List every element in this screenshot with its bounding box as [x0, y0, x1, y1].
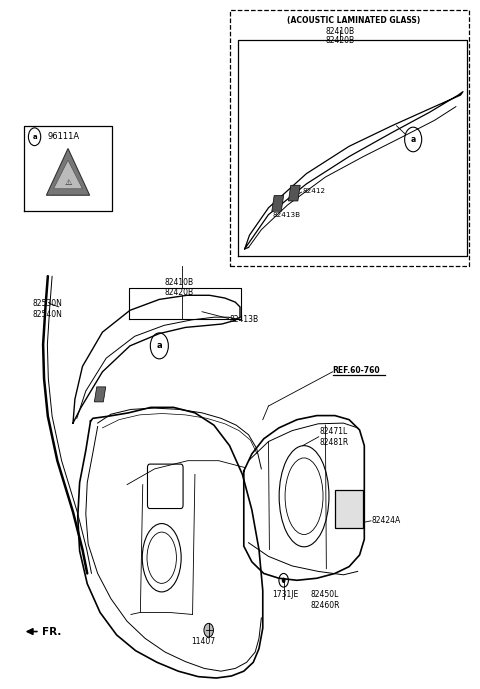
Text: 82450L: 82450L	[310, 590, 338, 599]
Text: 82481R: 82481R	[320, 438, 349, 447]
Text: FR.: FR.	[42, 626, 61, 637]
Text: 96111A: 96111A	[48, 132, 80, 141]
Text: 82471L: 82471L	[320, 427, 348, 436]
Text: a: a	[410, 135, 416, 144]
Polygon shape	[54, 160, 83, 189]
Polygon shape	[288, 185, 300, 201]
Text: 82410B: 82410B	[325, 27, 354, 36]
Circle shape	[204, 624, 214, 637]
Text: a: a	[32, 134, 37, 140]
Text: 82413B: 82413B	[272, 212, 300, 218]
Text: 82412: 82412	[302, 188, 326, 194]
FancyBboxPatch shape	[335, 490, 363, 528]
Text: 82540N: 82540N	[32, 310, 62, 319]
Text: 82460R: 82460R	[310, 601, 340, 610]
Polygon shape	[272, 196, 284, 212]
Text: 82420B: 82420B	[325, 37, 354, 45]
Polygon shape	[95, 387, 106, 402]
Text: a: a	[156, 341, 162, 351]
Text: REF.60-760: REF.60-760	[333, 366, 380, 375]
Text: 82410B: 82410B	[164, 278, 193, 287]
Text: 82424A: 82424A	[372, 516, 401, 525]
Text: (ACOUSTIC LAMINATED GLASS): (ACOUSTIC LAMINATED GLASS)	[288, 17, 420, 25]
Polygon shape	[47, 149, 90, 195]
Text: 82530N: 82530N	[32, 299, 62, 308]
Text: 11407: 11407	[191, 637, 215, 646]
Text: 82420B: 82420B	[164, 288, 193, 297]
Text: 82413B: 82413B	[229, 316, 259, 325]
Text: ⚠: ⚠	[64, 178, 72, 187]
Circle shape	[282, 577, 286, 583]
Text: 1731JE: 1731JE	[272, 590, 299, 599]
